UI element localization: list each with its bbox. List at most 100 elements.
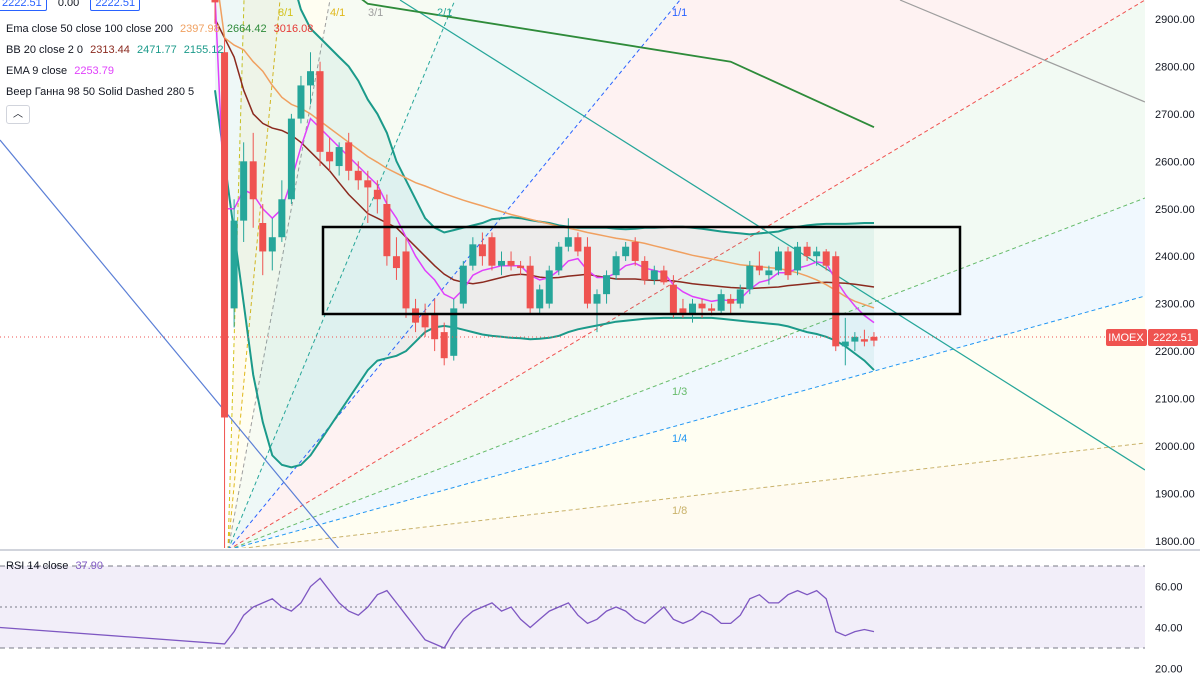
candle-body <box>431 313 439 340</box>
gann-fan-label: 8/1 <box>278 7 293 19</box>
candle <box>249 132 257 228</box>
candle <box>870 332 878 347</box>
candle <box>851 332 859 352</box>
candle <box>622 241 630 261</box>
bb-label: BB 20 close 2 0 <box>6 44 84 56</box>
candle <box>727 294 735 314</box>
candle <box>564 218 572 252</box>
consolidation-box[interactable] <box>321 225 962 316</box>
candle-body <box>574 237 582 252</box>
candle <box>746 260 754 295</box>
gann-fan-line <box>231 197 1145 548</box>
price-tick-label: 2100.00 <box>1155 394 1195 406</box>
ema100-line <box>361 0 875 129</box>
ema100-value: 2664.42 <box>226 23 267 35</box>
candle-body <box>249 161 257 200</box>
price-tick-label: 2900.00 <box>1155 14 1195 26</box>
candle <box>803 241 811 261</box>
candle <box>230 199 238 328</box>
candle-body <box>698 303 706 309</box>
price-axis[interactable]: 2900.00 2800.00 2700.00 2600.00 2500.00 2400.… <box>1145 0 1200 548</box>
candle <box>774 246 782 276</box>
candle-body <box>297 85 305 119</box>
candle <box>412 298 420 333</box>
rsi-axis-bg <box>1145 552 1200 676</box>
gann-fan-line <box>230 0 1145 548</box>
candle-body <box>440 332 448 359</box>
candle-body <box>412 308 420 323</box>
candle <box>316 61 324 167</box>
candle <box>459 260 467 309</box>
candle <box>641 256 649 285</box>
candle-body <box>794 246 802 271</box>
candle-body <box>326 151 334 162</box>
gann-fan-label: 1/3 <box>672 386 687 398</box>
candle <box>450 298 458 361</box>
candle <box>354 161 362 190</box>
candle <box>383 194 391 266</box>
candle <box>259 204 267 276</box>
candle <box>860 329 868 347</box>
legend-row-ema[interactable]: Ema close 50 close 100 close 200 2397.98… <box>6 21 313 37</box>
candle-body <box>354 170 362 181</box>
trend-line-gray <box>899 0 1145 103</box>
candle-body <box>755 265 763 271</box>
candle <box>307 52 314 105</box>
candle <box>583 237 591 309</box>
candle-body <box>612 256 620 276</box>
price-tick-label: 1800.00 <box>1155 536 1195 548</box>
price-box-right[interactable]: 2222.51 <box>90 0 141 11</box>
price-tag <box>1148 329 1198 346</box>
candle-body <box>660 270 668 283</box>
candle-body <box>517 265 525 269</box>
candle-body <box>564 237 572 247</box>
candle <box>536 284 544 314</box>
symbol-tag-text: IMOEX <box>1108 332 1144 344</box>
legend-row-gann[interactable]: Веер Ганна 98 50 Solid Dashed 280 5 <box>6 84 194 100</box>
candle-body <box>230 220 238 309</box>
gann-fan-label: 4/1 <box>330 7 345 19</box>
candle <box>517 260 525 276</box>
candle-body <box>287 118 295 200</box>
candle <box>498 251 505 276</box>
candle <box>373 180 381 214</box>
candle-body <box>841 341 849 347</box>
candle-body <box>851 336 859 342</box>
bb-basis-line <box>214 18 875 290</box>
ema50-line <box>218 0 875 309</box>
candle <box>612 251 620 280</box>
candle-body <box>373 189 381 200</box>
candle-body <box>689 303 696 314</box>
candle <box>297 75 305 124</box>
legend-row-price: 2222.51 0.00 2222.51 <box>0 0 141 11</box>
gann-label: Веер Ганна 98 50 Solid Dashed 280 5 <box>6 86 195 98</box>
candle-body <box>669 284 677 314</box>
candle-body <box>583 246 591 304</box>
collapse-legend-button[interactable]: ︿ <box>6 105 30 124</box>
ema200-value: 3016.08 <box>273 23 314 35</box>
candle <box>326 137 334 171</box>
rsi-tick-label: 20.00 <box>1155 664 1183 676</box>
candle-body <box>813 251 821 257</box>
price-box-left[interactable]: 2222.51 <box>0 0 47 11</box>
candle <box>784 246 792 280</box>
rsi-axis[interactable]: 60.00 40.00 20.00 <box>1145 552 1200 676</box>
candle-body <box>832 256 840 347</box>
candle <box>364 170 372 223</box>
candle <box>822 249 830 271</box>
rsi-tick-label: 40.00 <box>1155 623 1183 635</box>
candle <box>794 241 802 276</box>
legend-row-bb[interactable]: BB 20 close 2 0 2313.44 2471.77 2155.12 <box>6 42 224 58</box>
candle-body <box>822 251 830 266</box>
candle-body <box>221 52 229 418</box>
legend-row-ema9[interactable]: EMA 9 close 2253.79 <box>6 63 114 79</box>
candle <box>603 270 611 304</box>
gann-fan-line <box>227 0 281 548</box>
price-tick-label: 1900.00 <box>1155 488 1195 500</box>
legend-row-rsi[interactable]: RSI 14 close 37.90 <box>6 558 103 574</box>
candle-body <box>259 222 267 252</box>
candle-body <box>765 270 773 276</box>
price-tick-label: 2400.00 <box>1155 251 1195 263</box>
trend-line-blue <box>0 139 340 548</box>
